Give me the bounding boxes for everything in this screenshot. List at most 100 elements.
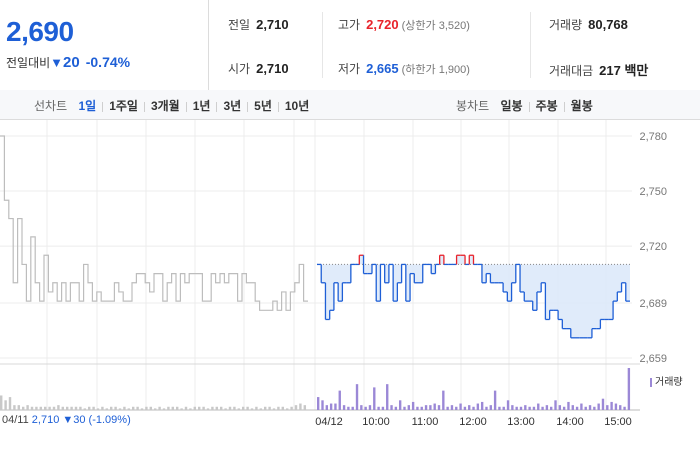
divider bbox=[277, 101, 279, 112]
tab-daily-candle[interactable]: 일봉 bbox=[500, 99, 523, 113]
volume-bar bbox=[132, 406, 135, 410]
stat-open: 시가 2,710 bbox=[228, 60, 289, 77]
volume-bar bbox=[537, 403, 540, 410]
volume-bar bbox=[294, 405, 298, 410]
stat-low: 저가 2,665 (하한가 1,900) bbox=[338, 60, 470, 77]
line-chart-title: 선차트 bbox=[34, 99, 68, 113]
volume-bar bbox=[162, 408, 166, 410]
volume-bar bbox=[511, 405, 514, 410]
tab-1week[interactable]: 1주일 bbox=[109, 99, 138, 113]
volume-bar bbox=[381, 406, 385, 410]
volume-bar bbox=[394, 406, 398, 410]
down-arrow-icon: ▼ bbox=[50, 55, 64, 70]
volume-bar bbox=[101, 406, 104, 410]
volume-bar bbox=[228, 406, 232, 410]
stat-value: 80,768 bbox=[588, 17, 628, 32]
volume-legend: 거래량 bbox=[650, 373, 683, 388]
tab-weekly-candle[interactable]: 주봉 bbox=[535, 99, 558, 113]
volume-bar bbox=[110, 406, 113, 410]
volume-bar bbox=[463, 406, 467, 410]
volume-bar bbox=[485, 406, 488, 410]
volume-bar bbox=[571, 405, 574, 410]
stat-high: 고가 2,720 (상한가 3,520) bbox=[338, 16, 470, 33]
volume-bar bbox=[472, 406, 475, 410]
chart-series bbox=[0, 135, 630, 339]
divider bbox=[530, 12, 531, 78]
volume-bar bbox=[264, 406, 267, 410]
volume-bar bbox=[321, 400, 324, 410]
tab-5year[interactable]: 5년 bbox=[254, 99, 272, 113]
volume-bar bbox=[88, 406, 91, 410]
volume-bar bbox=[580, 403, 583, 410]
x-tick-label: 14:00 bbox=[556, 416, 584, 428]
volume-bar bbox=[545, 405, 549, 410]
x-tick-label: 10:00 bbox=[362, 416, 390, 428]
tab-10year[interactable]: 10년 bbox=[284, 99, 310, 113]
volume-bar bbox=[44, 406, 47, 410]
tab-3year[interactable]: 3년 bbox=[223, 99, 242, 113]
divider bbox=[102, 101, 104, 112]
change-amount: 20 bbox=[63, 54, 80, 71]
series-area-today bbox=[317, 255, 630, 338]
volume-bar bbox=[377, 406, 380, 410]
volume-bar bbox=[70, 406, 73, 410]
volume-bar bbox=[433, 403, 436, 410]
tab-monthly-candle[interactable]: 월봉 bbox=[570, 99, 593, 113]
volume-bar bbox=[250, 408, 254, 410]
price-chart: 2,780 2,750 2,720 2,689 2,659 04/12 10:00 11:00… bbox=[0, 120, 667, 428]
volume-bar bbox=[52, 406, 56, 410]
volume-bar bbox=[502, 406, 505, 410]
volume-bar bbox=[368, 405, 372, 410]
quote-summary: 2,690 전일대비▼20 -0.74% 전일 2,710 시가 2,710 고가 2,… bbox=[0, 0, 700, 91]
volume-bar bbox=[114, 406, 117, 410]
candle-chart-tabs: 봉차트 일봉 주봉 월봉 bbox=[456, 97, 593, 114]
tab-1day[interactable]: 1일 bbox=[78, 99, 97, 113]
volume-bar bbox=[198, 406, 201, 410]
upper-limit: (상한가 3,520) bbox=[401, 20, 470, 32]
y-tick-label: 2,750 bbox=[639, 186, 667, 198]
volume-bar bbox=[286, 408, 289, 410]
volume-bar bbox=[329, 403, 333, 410]
volume-bar bbox=[215, 406, 219, 410]
lower-limit: (하한가 1,900) bbox=[401, 64, 470, 76]
volume-bar bbox=[424, 405, 428, 410]
volume-bar bbox=[158, 406, 161, 410]
stat-value: 2,710 bbox=[256, 17, 289, 32]
volume-bar bbox=[189, 408, 192, 410]
volume-bar bbox=[136, 406, 139, 410]
volume-bar bbox=[420, 406, 423, 410]
volume-bar bbox=[246, 406, 249, 410]
volume-bar bbox=[627, 368, 631, 410]
stat-label: 거래대금 bbox=[549, 64, 594, 78]
volume-bar bbox=[407, 405, 410, 410]
volume-bar bbox=[193, 406, 197, 410]
price-box: 2,690 전일대비▼20 -0.74% bbox=[0, 0, 209, 90]
volume-bar bbox=[0, 395, 3, 410]
volume-bar bbox=[498, 406, 501, 410]
volume-bar bbox=[211, 406, 214, 410]
volume-bar bbox=[588, 405, 592, 410]
volume-bar bbox=[39, 406, 43, 410]
tab-3month[interactable]: 3개월 bbox=[150, 99, 180, 113]
volume-bar bbox=[325, 405, 329, 410]
volume-legend-label: 거래량 bbox=[655, 377, 683, 388]
volume-bar bbox=[562, 406, 566, 410]
volume-bar bbox=[281, 406, 285, 410]
volume-bar bbox=[437, 405, 441, 410]
stat-value: 217 백만 bbox=[599, 63, 649, 78]
volume-bar bbox=[92, 406, 95, 410]
stat-label: 고가 bbox=[338, 18, 361, 32]
volume-bar bbox=[442, 390, 445, 410]
current-price: 2,690 bbox=[6, 16, 74, 47]
volume-bar bbox=[558, 405, 562, 410]
volume-bar bbox=[606, 405, 609, 410]
volume-bar bbox=[575, 406, 579, 410]
stat-turnover: 거래대금 217 백만 bbox=[549, 60, 648, 79]
x-tick-label: 11:00 bbox=[412, 416, 439, 428]
stat-value: 2,710 bbox=[256, 61, 289, 76]
y-tick-label: 2,720 bbox=[639, 241, 667, 253]
stat-label: 거래량 bbox=[549, 18, 583, 32]
volume-bar bbox=[233, 406, 236, 410]
tab-1year[interactable]: 1년 bbox=[192, 99, 211, 113]
volume-bar bbox=[140, 408, 144, 410]
